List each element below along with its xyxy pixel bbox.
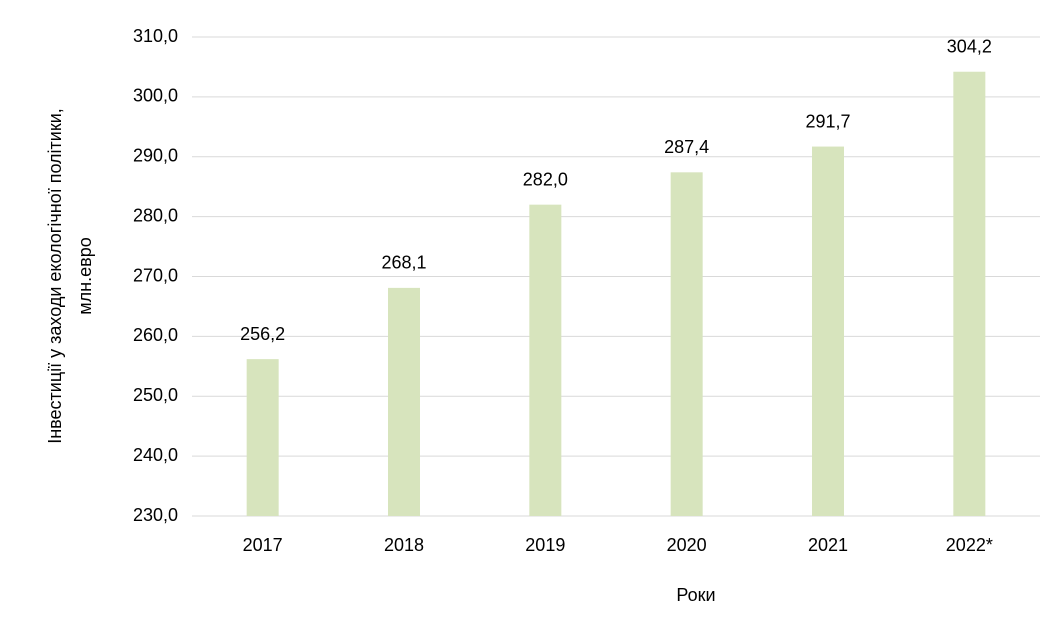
data-label: 291,7 — [805, 111, 850, 131]
data-label: 256,2 — [240, 324, 285, 344]
y-tick-label: 230,0 — [133, 505, 178, 525]
x-tick-label: 2017 — [243, 535, 283, 555]
x-tick-label: 2022* — [946, 535, 993, 555]
bar — [246, 359, 279, 516]
bar — [388, 287, 420, 516]
bar — [953, 71, 986, 516]
data-label: 287,4 — [664, 137, 709, 157]
y-tick-label: 260,0 — [133, 325, 178, 345]
y-axis-label-line: млн.евро — [75, 237, 95, 314]
data-label: 282,0 — [523, 169, 568, 189]
y-tick-label: 280,0 — [133, 205, 178, 225]
y-tick-label: 240,0 — [133, 445, 178, 465]
y-axis-label-line: Інвестиції у заходи екологічної політики… — [45, 108, 65, 444]
y-tick-label: 310,0 — [133, 26, 178, 46]
x-tick-label: 2018 — [384, 535, 424, 555]
bar — [529, 204, 562, 516]
x-tick-label: 2021 — [808, 535, 848, 555]
data-label: 304,2 — [947, 36, 992, 56]
y-axis-label: Інвестиції у заходи екологічної політики… — [45, 108, 95, 444]
x-tick-label: 2019 — [525, 535, 565, 555]
bar — [670, 172, 703, 516]
x-tick-label: 2020 — [667, 535, 707, 555]
y-tick-label: 300,0 — [133, 86, 178, 106]
y-tick-label: 290,0 — [133, 146, 178, 166]
y-tick-label: 250,0 — [133, 385, 178, 405]
bar — [812, 146, 844, 517]
x-axis-label: Роки — [676, 585, 715, 605]
y-tick-label: 270,0 — [133, 265, 178, 285]
data-label: 268,1 — [381, 253, 426, 273]
